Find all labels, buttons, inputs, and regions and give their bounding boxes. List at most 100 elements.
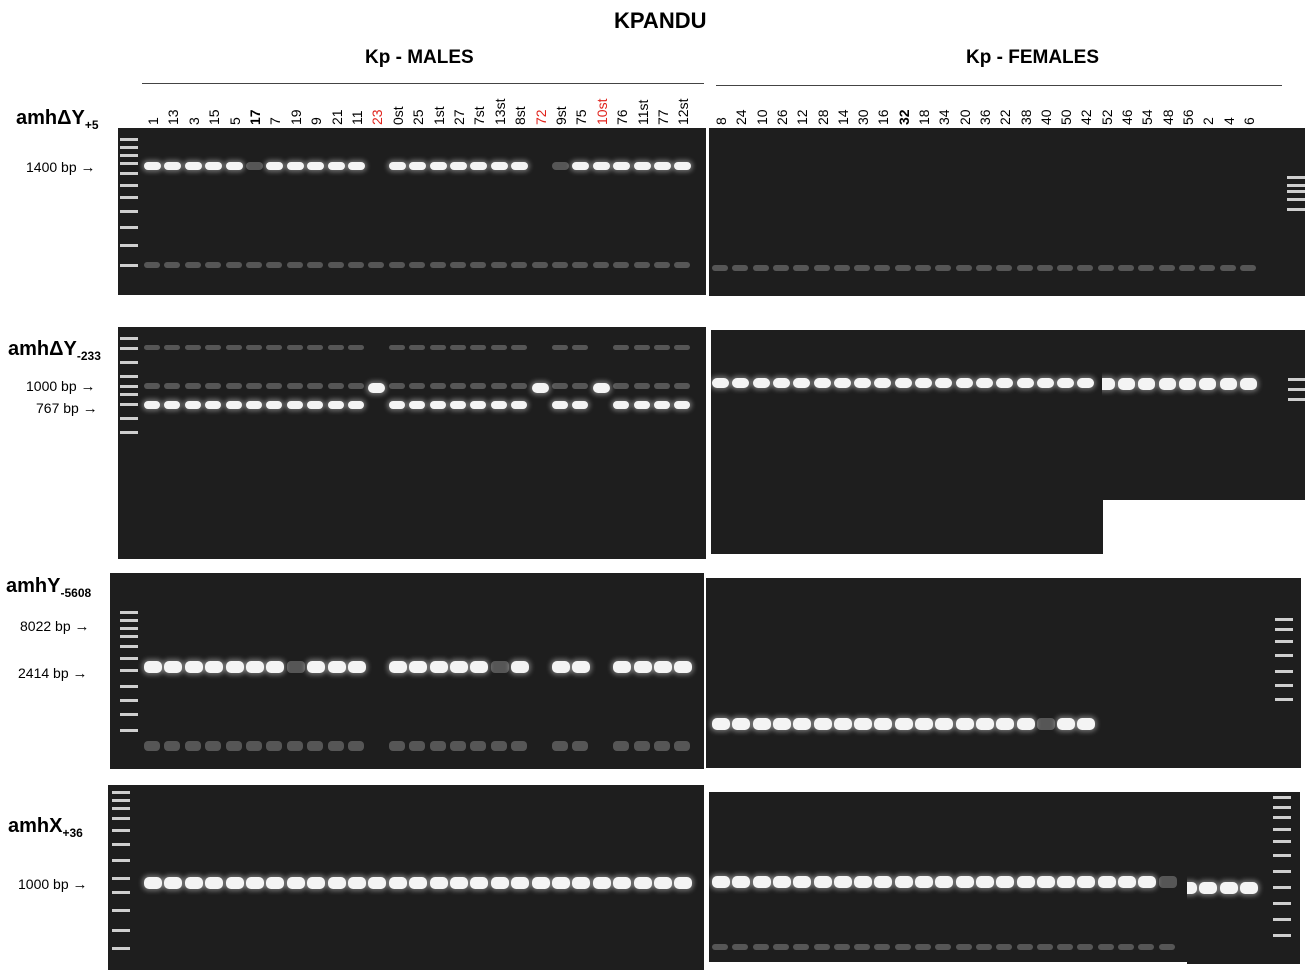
gel-band bbox=[389, 877, 407, 889]
ladder-band bbox=[120, 375, 138, 378]
gel-band bbox=[1138, 876, 1156, 888]
gel-band bbox=[328, 661, 346, 673]
gel-band bbox=[1138, 265, 1154, 271]
gel-band bbox=[430, 162, 447, 170]
gel-band bbox=[511, 345, 527, 350]
gel-band bbox=[593, 877, 611, 889]
ladder-band bbox=[1273, 816, 1291, 819]
gel-band bbox=[712, 876, 730, 888]
gel-band bbox=[1159, 876, 1177, 888]
gel-band bbox=[552, 345, 568, 350]
gel-band bbox=[511, 262, 527, 268]
gel-band bbox=[246, 877, 264, 889]
ladder-band bbox=[120, 635, 138, 638]
male-lane-label: 77 bbox=[655, 75, 671, 125]
male-lane-label: 17 bbox=[247, 75, 263, 125]
gel-band bbox=[572, 262, 588, 268]
gel-band bbox=[654, 162, 671, 170]
male-lane-label: 12st bbox=[675, 75, 691, 125]
gel-amhdy233-females-b bbox=[1102, 330, 1305, 500]
gel-band bbox=[996, 265, 1012, 271]
female-lane-label: 46 bbox=[1119, 75, 1135, 125]
gel-band bbox=[266, 383, 282, 389]
gel-band bbox=[915, 876, 933, 888]
gel-band bbox=[613, 741, 629, 751]
male-lane-label: 15 bbox=[206, 75, 222, 125]
female-lane-label: 30 bbox=[855, 75, 871, 125]
gel-band bbox=[348, 162, 365, 170]
gel-band bbox=[389, 401, 405, 409]
gel-band bbox=[1102, 378, 1115, 390]
gel-band bbox=[753, 718, 771, 730]
gel-band bbox=[1037, 944, 1053, 950]
marker-label-amhy-5608: amhY-5608 bbox=[6, 575, 91, 600]
gel-band bbox=[854, 944, 870, 950]
gel-band bbox=[470, 741, 486, 751]
gel-band bbox=[185, 162, 202, 170]
gel-band bbox=[470, 262, 486, 268]
gel-band bbox=[976, 944, 992, 950]
ladder-band bbox=[1287, 176, 1305, 179]
gel-band bbox=[654, 345, 670, 350]
gel-band bbox=[1017, 265, 1033, 271]
gel-band bbox=[935, 876, 953, 888]
ladder-band bbox=[1273, 806, 1291, 809]
gel-band bbox=[226, 401, 242, 409]
gel-band bbox=[409, 661, 427, 673]
male-lane-label: 0st bbox=[390, 75, 406, 125]
gel-band bbox=[1220, 378, 1237, 390]
gel-band bbox=[674, 162, 691, 170]
male-lane-label: 3 bbox=[186, 75, 202, 125]
gel-band bbox=[895, 876, 913, 888]
gel-band bbox=[287, 162, 304, 170]
gel-band bbox=[470, 877, 488, 889]
ladder-band bbox=[120, 713, 138, 716]
gel-amhy5608-females-b bbox=[1109, 578, 1301, 768]
female-lane-label: 24 bbox=[733, 75, 749, 125]
gel-band bbox=[491, 401, 507, 409]
gel-amhdy233-males bbox=[118, 327, 706, 559]
gel-band bbox=[409, 401, 425, 409]
gel-band bbox=[348, 741, 364, 751]
gel-band bbox=[266, 262, 282, 268]
female-lane-label: 22 bbox=[997, 75, 1013, 125]
gel-band bbox=[1057, 718, 1075, 730]
gel-band bbox=[307, 877, 325, 889]
gel-band bbox=[470, 383, 486, 389]
gel-band bbox=[470, 345, 486, 350]
gel-amhx36-females bbox=[709, 792, 1187, 962]
ladder-band bbox=[112, 817, 130, 820]
gel-band bbox=[552, 262, 568, 268]
gel-band bbox=[144, 741, 160, 751]
gel-band bbox=[491, 383, 507, 389]
gel-band bbox=[874, 718, 892, 730]
female-lane-label: 8 bbox=[713, 75, 729, 125]
gel-band bbox=[491, 661, 509, 673]
gel-band bbox=[935, 265, 951, 271]
ladder-band bbox=[1273, 870, 1291, 873]
gel-band bbox=[814, 876, 832, 888]
female-lane-label: 26 bbox=[774, 75, 790, 125]
gel-band bbox=[674, 262, 690, 268]
gel-band bbox=[144, 661, 162, 673]
ladder-band bbox=[120, 172, 138, 175]
gel-band bbox=[1017, 876, 1035, 888]
gel-band bbox=[226, 877, 244, 889]
gel-band bbox=[634, 383, 650, 389]
gel-band bbox=[164, 383, 180, 389]
gel-band bbox=[1098, 944, 1114, 950]
gel-band bbox=[246, 345, 262, 350]
gel-band bbox=[389, 345, 405, 350]
gel-band bbox=[144, 383, 160, 389]
gel-band bbox=[1240, 265, 1256, 271]
gel-band bbox=[976, 876, 994, 888]
gel-band bbox=[854, 378, 871, 388]
ladder-band bbox=[1288, 398, 1305, 401]
male-lane-label: 9 bbox=[308, 75, 324, 125]
gel-band bbox=[205, 741, 221, 751]
size-label-2414: 2414 bp → bbox=[18, 665, 88, 682]
gel-band bbox=[874, 876, 892, 888]
gel-band bbox=[753, 876, 771, 888]
gel-band bbox=[773, 944, 789, 950]
gel-band bbox=[1037, 876, 1055, 888]
